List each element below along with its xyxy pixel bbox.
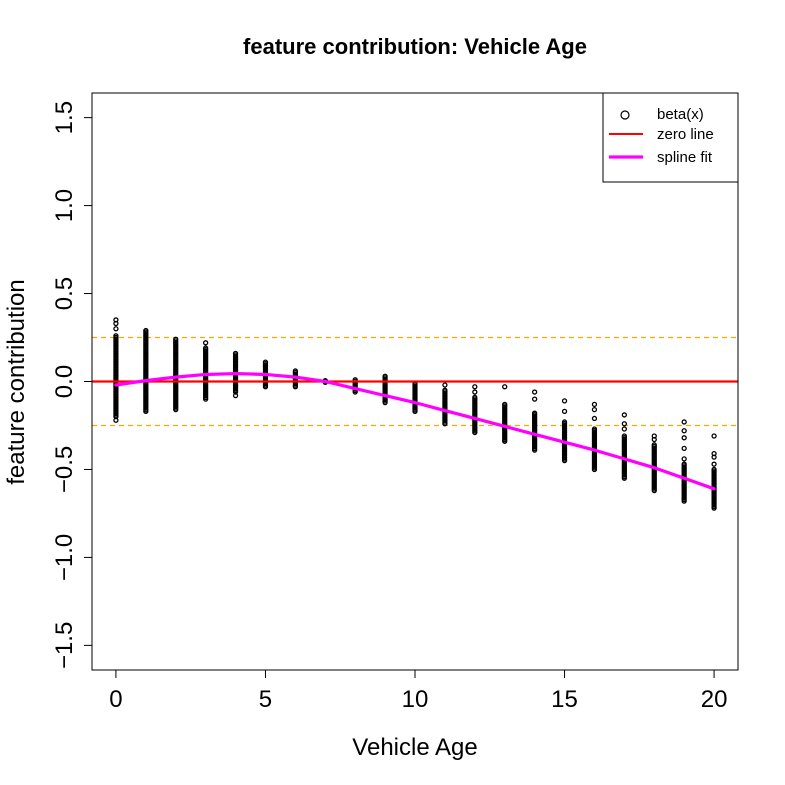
data-point: [472, 384, 478, 390]
data-point: [202, 340, 209, 346]
x-tick-label: 20: [701, 686, 728, 713]
data-point: [681, 419, 687, 425]
point-group-3: [202, 340, 209, 402]
point-group-16: [591, 401, 598, 473]
data-point: [561, 458, 568, 464]
legend-item: beta(x): [620, 106, 704, 123]
data-point: [681, 445, 687, 451]
data-point: [651, 487, 657, 494]
data-point: [681, 428, 687, 434]
point-group-2: [173, 336, 179, 413]
point-group-9: [382, 373, 388, 406]
point-group-17: [621, 412, 628, 481]
legend-item: spline fit: [609, 149, 713, 166]
data-point: [531, 447, 538, 453]
data-point: [502, 384, 508, 390]
y-tick-label: −1.0: [51, 534, 78, 581]
data-point: [681, 498, 687, 504]
y-tick-label: −0.5: [51, 446, 78, 493]
plot-area: [92, 317, 738, 511]
data-point: [472, 389, 478, 395]
data-point: [711, 454, 717, 460]
data-point: [711, 505, 717, 511]
y-tick-label: −1.5: [51, 622, 78, 669]
data-point: [591, 466, 598, 473]
data-point: [143, 408, 149, 415]
data-point: [621, 426, 628, 432]
point-group-8: [352, 377, 358, 395]
data-point: [412, 408, 418, 415]
y-axis-label: feature contribution: [3, 279, 30, 484]
data-point: [262, 384, 269, 390]
point-group-15: [561, 398, 568, 464]
y-tick-label: 1.5: [51, 101, 78, 134]
data-point: [292, 384, 299, 390]
x-tick-label: 5: [259, 686, 272, 713]
data-point: [113, 317, 119, 323]
data-point: [472, 429, 478, 436]
point-group-11: [442, 382, 448, 427]
legend: beta(x) zero line spline fit: [602, 92, 739, 183]
y-tick-label: 1.0: [51, 189, 78, 222]
legend-label: spline fit: [657, 149, 713, 166]
x-tick-label: 0: [109, 686, 122, 713]
spline-fit-line: [114, 371, 716, 491]
data-point: [621, 421, 628, 427]
data-point: [442, 421, 448, 427]
legend-label: beta(x): [657, 106, 704, 123]
point-group-20: [711, 433, 717, 511]
point-group-13: [502, 384, 508, 444]
data-point: [621, 475, 628, 481]
data-point: [681, 435, 687, 441]
y-tick-label: 0.5: [51, 277, 78, 310]
data-point: [621, 412, 628, 418]
point-group-19: [681, 419, 687, 504]
x-axis-label: Vehicle Age: [352, 734, 477, 761]
point-group-14: [531, 389, 538, 453]
legend-item: zero line: [609, 126, 714, 143]
data-point: [502, 438, 508, 444]
data-point: [651, 436, 657, 443]
data-point: [561, 408, 568, 415]
point-group-18: [651, 433, 657, 494]
point-group-1: [143, 327, 149, 415]
x-tick-label: 10: [402, 686, 429, 713]
data-point: [442, 382, 448, 388]
point-group-12: [472, 384, 478, 436]
axes: 0 5 10 15 20 −1.5 −1.0 −0.5 0.0 0.5 1.0 1.5: [51, 92, 739, 713]
data-point: [113, 326, 119, 332]
data-point: [681, 456, 687, 462]
data-point: [113, 417, 119, 423]
data-point: [591, 415, 598, 422]
point-group-10: [412, 380, 418, 415]
legend-point-symbol: [620, 110, 630, 120]
data-point: [711, 433, 717, 439]
point-group-0: [113, 317, 119, 423]
data-point: [561, 398, 568, 404]
data-point: [711, 461, 717, 467]
legend-box: [602, 92, 739, 183]
data-point: [202, 396, 209, 402]
data-point: [382, 399, 388, 406]
data-point: [591, 406, 598, 413]
y-tick-label: 0.0: [51, 365, 78, 398]
data-point: [531, 389, 538, 395]
x-tick-label: 15: [551, 686, 578, 713]
data-point: [591, 401, 598, 408]
data-point: [531, 396, 538, 402]
legend-label: zero line: [657, 126, 714, 143]
chart-title: feature contribution: Vehicle Age: [243, 34, 587, 59]
data-point: [232, 392, 239, 399]
data-point: [173, 406, 179, 413]
